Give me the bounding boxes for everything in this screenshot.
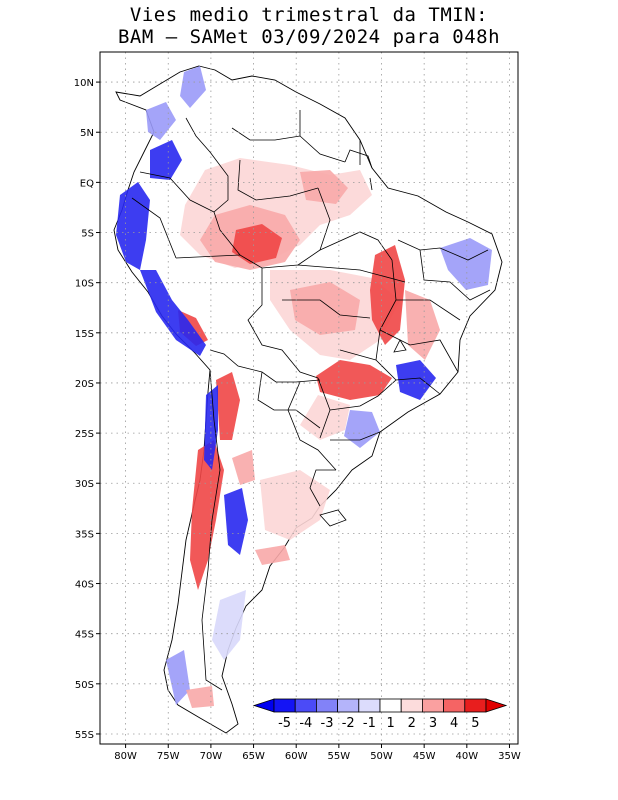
strong-warm-bias-area: [190, 440, 224, 590]
colorbar-swatch: [379, 698, 402, 713]
map-title-line-1: Vies medio trimestral da TMIN:: [129, 4, 489, 26]
country-borders: [131, 110, 491, 691]
lon-tick-label: 50W: [370, 751, 393, 762]
lon-tick-label: 35W: [498, 751, 521, 762]
lon-tick-label: 75W: [157, 751, 180, 762]
strong-cool-bias-area: [396, 360, 436, 400]
map-frame: [99, 51, 519, 745]
warm-bias-area: [300, 170, 348, 204]
warm-bias-area: [405, 290, 440, 360]
colorbar-label: -5: [278, 716, 291, 731]
lat-tick-label: 15S: [75, 329, 94, 340]
lon-tick-label: 40W: [456, 751, 479, 762]
lat-tick-label: 50S: [75, 680, 94, 691]
lat-lon-grid: [100, 52, 518, 744]
cool-bias-area: [344, 410, 380, 448]
colorbar-over-arrow: [485, 698, 508, 713]
colorbar-label: 5: [471, 716, 479, 731]
lat-tick-label: 35S: [75, 529, 94, 540]
lon-tick-label: 80W: [114, 751, 137, 762]
colorbar-label: 4: [450, 716, 458, 731]
colorbar-label: 3: [429, 716, 437, 731]
lat-tick-label: 45S: [75, 630, 94, 641]
warm-bias-area: [300, 395, 350, 440]
lat-tick-label: 5S: [81, 229, 94, 240]
warm-bias-area: [260, 470, 330, 540]
cool-bias-area: [212, 590, 246, 660]
lat-tick-label: 55S: [75, 730, 94, 741]
colorbar-swatch: [400, 698, 423, 713]
lon-tick-label: 60W: [285, 751, 308, 762]
warm-bias-area: [290, 282, 360, 335]
strong-cool-bias-area: [150, 140, 182, 180]
cool-bias-area: [146, 102, 176, 140]
colorbar-swatch: [464, 698, 487, 713]
lat-tick-label: EQ: [80, 178, 94, 189]
lat-tick-label: 30S: [75, 479, 94, 490]
warm-bias-area: [186, 686, 214, 708]
strong-cool-bias-area: [116, 182, 150, 270]
lat-tick-label: 20S: [75, 379, 94, 390]
cool-bias-area: [180, 66, 206, 108]
lon-tick-label: 45W: [413, 751, 436, 762]
strong-warm-bias-area: [370, 245, 405, 345]
cool-bias-area: [440, 238, 492, 290]
colorbar: -5 -4 -3 -2 -1 1 2 3 4 5: [252, 698, 508, 731]
lat-tick-label: 10S: [75, 279, 94, 290]
lat-tick-label: 10N: [74, 78, 94, 89]
lat-tick-label: 40S: [75, 580, 94, 591]
colorbar-swatch: [273, 698, 296, 713]
cool-bias-area: [166, 650, 190, 705]
colorbar-label: -4: [299, 716, 312, 731]
colorbar-label: 2: [408, 716, 416, 731]
colorbar-swatch: [294, 698, 317, 713]
strong-warm-bias-area: [316, 360, 392, 400]
colorbar-swatch: [421, 698, 444, 713]
colorbar-swatch: [337, 698, 360, 713]
colorbar-swatch: [443, 698, 466, 713]
strong-warm-bias-area: [216, 372, 240, 440]
map-title-line-2: BAM – SAMet 03/09/2024 para 048h: [117, 26, 501, 48]
lon-tick-label: 65W: [242, 751, 265, 762]
colorbar-label: -1: [363, 716, 376, 731]
warm-bias-area: [255, 545, 290, 565]
colorbar-swatch: [315, 698, 338, 713]
colorbar-label: -3: [321, 716, 334, 731]
colorbar-label: 1: [386, 716, 394, 731]
lat-tick-label: 5N: [80, 128, 94, 139]
strong-warm-bias-area: [232, 224, 282, 264]
strong-cool-bias-area: [140, 270, 206, 356]
colorbar-swatch: [358, 698, 381, 713]
axis-ticks: 80W 75W 70W 65W 60W 55W 50W 45W 40W 35W 10N 5N EQ 5S 1…: [74, 78, 521, 762]
strong-cool-bias-area: [224, 488, 248, 555]
warm-bias-area: [232, 450, 255, 485]
lat-tick-label: 25S: [75, 429, 94, 440]
lon-tick-label: 70W: [200, 751, 223, 762]
colorbar-label: -2: [342, 716, 355, 731]
lon-tick-label: 55W: [328, 751, 351, 762]
